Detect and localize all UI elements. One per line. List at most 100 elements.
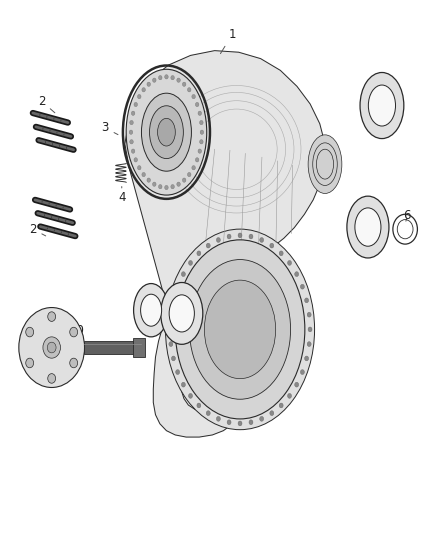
Text: 4: 4	[118, 187, 126, 204]
Circle shape	[48, 312, 56, 321]
Ellipse shape	[216, 416, 220, 421]
Ellipse shape	[147, 178, 151, 182]
Ellipse shape	[279, 251, 283, 256]
Ellipse shape	[192, 94, 195, 99]
Ellipse shape	[152, 182, 156, 187]
Ellipse shape	[181, 382, 185, 387]
Ellipse shape	[190, 260, 290, 399]
Ellipse shape	[200, 130, 204, 134]
Ellipse shape	[188, 393, 192, 398]
Circle shape	[70, 358, 78, 368]
Ellipse shape	[238, 233, 242, 238]
Ellipse shape	[142, 173, 145, 177]
Ellipse shape	[368, 85, 396, 126]
Text: 7: 7	[364, 201, 372, 214]
Ellipse shape	[165, 185, 168, 190]
Circle shape	[47, 342, 56, 353]
Circle shape	[19, 308, 85, 387]
Circle shape	[26, 358, 34, 368]
Ellipse shape	[159, 76, 162, 80]
Ellipse shape	[134, 158, 138, 162]
Ellipse shape	[288, 261, 292, 265]
Ellipse shape	[206, 243, 210, 248]
Ellipse shape	[141, 93, 191, 171]
Ellipse shape	[142, 87, 145, 92]
Ellipse shape	[198, 149, 201, 154]
Ellipse shape	[200, 120, 203, 125]
Ellipse shape	[171, 184, 174, 189]
Ellipse shape	[238, 421, 242, 426]
Ellipse shape	[168, 327, 172, 332]
Ellipse shape	[313, 143, 337, 185]
Ellipse shape	[295, 382, 299, 387]
Ellipse shape	[305, 356, 309, 361]
Ellipse shape	[159, 184, 162, 189]
Ellipse shape	[131, 149, 135, 154]
Ellipse shape	[169, 342, 173, 346]
Ellipse shape	[169, 295, 194, 332]
Text: 6: 6	[403, 209, 411, 222]
Polygon shape	[125, 51, 325, 437]
Ellipse shape	[134, 284, 169, 337]
Ellipse shape	[187, 173, 191, 177]
Ellipse shape	[355, 208, 381, 246]
Ellipse shape	[347, 196, 389, 258]
Ellipse shape	[200, 140, 203, 144]
Ellipse shape	[161, 282, 203, 344]
Ellipse shape	[177, 182, 180, 187]
Ellipse shape	[126, 69, 207, 195]
Ellipse shape	[171, 356, 175, 361]
Ellipse shape	[171, 76, 174, 80]
Ellipse shape	[171, 298, 175, 303]
Ellipse shape	[149, 106, 184, 159]
Ellipse shape	[205, 280, 276, 378]
Ellipse shape	[300, 370, 304, 375]
Ellipse shape	[295, 272, 299, 277]
Ellipse shape	[307, 342, 311, 346]
Text: 2: 2	[38, 95, 55, 113]
Ellipse shape	[249, 234, 253, 239]
Ellipse shape	[138, 166, 141, 170]
Ellipse shape	[147, 82, 151, 86]
Circle shape	[70, 327, 78, 337]
Ellipse shape	[360, 72, 404, 139]
Circle shape	[26, 327, 34, 337]
Ellipse shape	[165, 75, 168, 79]
Ellipse shape	[260, 238, 264, 243]
Ellipse shape	[166, 229, 314, 430]
Bar	[84, 341, 141, 354]
Ellipse shape	[177, 78, 180, 82]
Text: 8: 8	[180, 295, 187, 308]
Text: 3: 3	[102, 122, 118, 135]
Ellipse shape	[279, 403, 283, 408]
Ellipse shape	[192, 166, 195, 170]
Text: 9: 9	[143, 289, 151, 302]
Ellipse shape	[227, 234, 231, 239]
Ellipse shape	[152, 78, 156, 82]
Text: 1: 1	[220, 28, 236, 54]
Ellipse shape	[227, 420, 231, 425]
Ellipse shape	[300, 284, 304, 289]
Ellipse shape	[195, 102, 199, 107]
Ellipse shape	[316, 149, 334, 179]
Ellipse shape	[169, 312, 173, 317]
Ellipse shape	[308, 327, 312, 332]
Ellipse shape	[176, 370, 180, 375]
Text: 2: 2	[29, 223, 46, 236]
Ellipse shape	[206, 411, 210, 416]
Ellipse shape	[176, 284, 180, 289]
Ellipse shape	[130, 120, 133, 125]
Ellipse shape	[175, 240, 305, 419]
Ellipse shape	[197, 251, 201, 256]
Ellipse shape	[129, 130, 133, 134]
Ellipse shape	[141, 294, 162, 326]
Ellipse shape	[270, 243, 274, 248]
Ellipse shape	[138, 94, 141, 99]
Text: 10: 10	[69, 324, 84, 337]
Ellipse shape	[182, 82, 186, 86]
Circle shape	[48, 374, 56, 383]
Ellipse shape	[216, 238, 220, 243]
Ellipse shape	[182, 178, 186, 182]
Ellipse shape	[197, 403, 201, 408]
Ellipse shape	[270, 411, 274, 416]
